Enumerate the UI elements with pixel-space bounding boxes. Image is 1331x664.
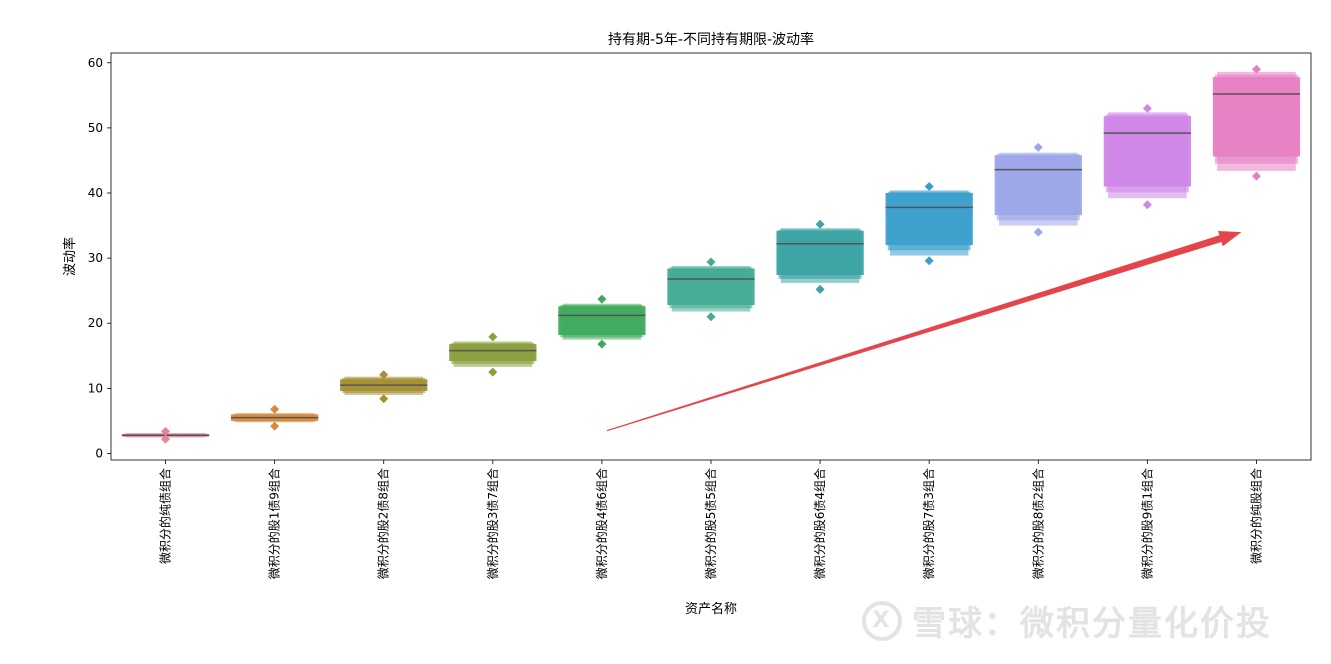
box-iqr — [994, 155, 1082, 216]
box-group — [121, 426, 210, 444]
box-group — [885, 181, 973, 266]
box-group — [776, 219, 864, 294]
box-group — [1103, 103, 1191, 210]
snowball-logo-icon: X — [862, 600, 902, 641]
y-tick-label: 50 — [88, 121, 103, 135]
box-iqr — [1103, 116, 1191, 187]
x-tick-label: 微积分的纯债组合 — [158, 468, 173, 564]
box-group — [231, 404, 319, 431]
outlier-point — [1251, 64, 1261, 74]
outlier-point — [1033, 227, 1043, 237]
x-tick-label: 微积分的股3债7组合 — [485, 468, 500, 579]
box-iqr — [558, 306, 646, 335]
outlier-point — [597, 339, 607, 349]
watermark: X 雪球：微积分量化价投 — [862, 596, 1272, 645]
box-group — [449, 332, 537, 377]
watermark-text: 雪球：微积分量化价投 — [912, 604, 1272, 644]
x-tick-label: 微积分的股4债6组合 — [594, 468, 609, 579]
outlier-point — [924, 256, 934, 266]
outlier-point — [379, 394, 389, 404]
x-tick-label: 微积分的股5债5组合 — [703, 468, 718, 579]
box-iqr — [885, 193, 973, 246]
outlier-point — [815, 219, 825, 229]
outlier-point — [488, 367, 498, 377]
box-iqr — [776, 230, 864, 276]
x-tick-label: 微积分的股8债2组合 — [1030, 468, 1045, 579]
plot-area: 0 10 20 30 40 50 60 微积分的纯债组合 微积分的股1债9组合 微积分的股2债8组… — [88, 52, 1312, 579]
y-tick-label: 40 — [88, 186, 103, 200]
outlier-point — [161, 426, 171, 436]
y-tick-label: 30 — [88, 251, 103, 265]
y-tick-label: 0 — [95, 446, 103, 460]
y-tick-label: 20 — [88, 316, 103, 330]
outlier-point — [924, 181, 934, 191]
outlier-point — [815, 284, 825, 294]
outlier-point — [1033, 142, 1043, 152]
outlier-point — [488, 332, 498, 342]
box-iqr — [1212, 77, 1301, 157]
outlier-point — [706, 312, 716, 322]
y-tick-label: 10 — [88, 381, 103, 395]
y-axis-label: 波动率 — [62, 237, 78, 276]
outlier-point — [379, 370, 389, 380]
box-iqr — [667, 268, 755, 306]
x-tick-label: 微积分的股2债8组合 — [376, 468, 391, 579]
x-tick-label: 微积分的纯股组合 — [1248, 468, 1263, 564]
box-iqr — [449, 344, 537, 362]
outlier-point — [1142, 200, 1152, 210]
outlier-point — [270, 421, 280, 431]
outlier-point — [706, 257, 716, 267]
x-tick-label: 微积分的股7债3组合 — [921, 468, 936, 579]
outlier-point — [270, 404, 280, 414]
x-tick-label: 微积分的股9债1组合 — [1139, 468, 1154, 579]
box-group — [558, 294, 646, 349]
x-tick-label: 微积分的股6债4组合 — [812, 468, 827, 579]
outlier-point — [161, 434, 171, 444]
y-tick-label: 60 — [88, 56, 103, 70]
x-axis-label: 资产名称 — [685, 601, 737, 617]
box-group — [1212, 64, 1301, 181]
trend-arrow — [606, 231, 1242, 432]
box-group — [340, 370, 428, 404]
outlier-point — [597, 294, 607, 304]
box-group — [994, 142, 1082, 237]
chart-title: 持有期-5年-不同持有期限-波动率 — [608, 31, 814, 48]
outlier-point — [1251, 171, 1261, 181]
x-tick-label: 微积分的股1债9组合 — [267, 468, 282, 579]
outlier-point — [1142, 103, 1152, 113]
box-group — [667, 257, 755, 322]
